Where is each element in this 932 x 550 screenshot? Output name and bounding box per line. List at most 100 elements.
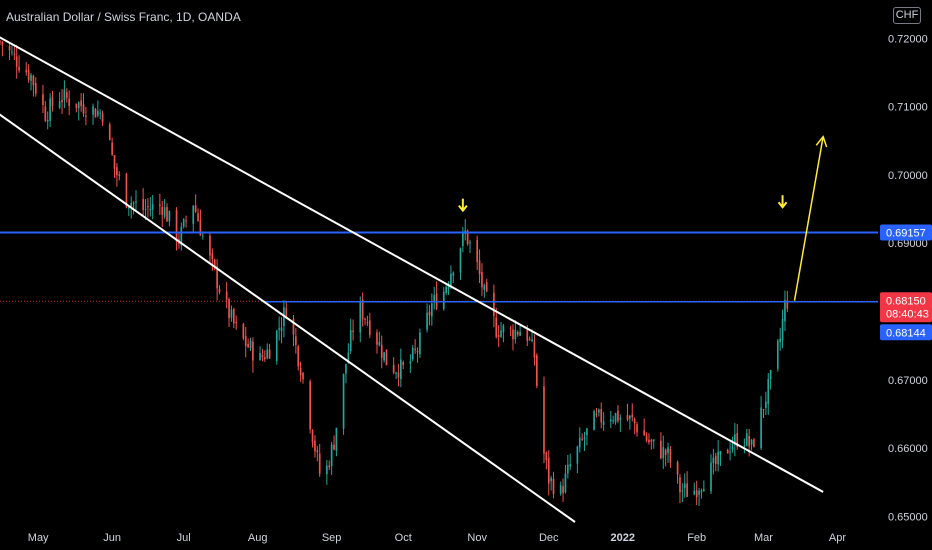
- candle-body: [714, 455, 717, 464]
- candle-body: [99, 112, 102, 114]
- candle-body: [242, 323, 245, 339]
- candle-body: [278, 328, 280, 330]
- candle-body: [185, 220, 187, 222]
- candle-body: [259, 352, 261, 360]
- current-price-badge-text: 0.68150: [886, 295, 926, 307]
- candle-body: [13, 53, 16, 55]
- candle-body: [46, 119, 49, 122]
- candle-body: [545, 452, 548, 461]
- candle-body: [94, 108, 97, 118]
- candle-body: [769, 370, 772, 380]
- candle-body: [581, 438, 583, 440]
- candle-body: [209, 235, 211, 256]
- candle-body: [478, 260, 481, 275]
- chart-title: Australian Dollar / Swiss Franc, 1D, OAN…: [6, 10, 241, 24]
- candle-body: [433, 295, 436, 303]
- candle-body: [569, 463, 572, 467]
- candle-body: [42, 94, 44, 106]
- candle-body: [493, 292, 495, 316]
- candle-body: [149, 209, 152, 211]
- candle-body: [96, 110, 99, 116]
- candle-body: [192, 205, 195, 224]
- candle-body: [698, 490, 700, 495]
- marker-head: [458, 205, 468, 213]
- x-tick-label: Oct: [395, 532, 412, 544]
- candle-body: [49, 98, 51, 121]
- candle-body: [514, 329, 517, 340]
- candle-body: [232, 309, 235, 324]
- candle-body: [159, 204, 161, 207]
- candle-body: [495, 317, 498, 337]
- candle-body: [686, 483, 688, 497]
- candle-body: [280, 327, 283, 332]
- candle-body: [32, 75, 35, 86]
- level-badge-lower-text: 0.68144: [886, 327, 926, 339]
- candle-body: [347, 352, 350, 363]
- candle-body: [399, 359, 402, 379]
- price-axis[interactable]: 0.730000.720000.710000.700000.690000.680…: [888, 0, 928, 524]
- x-tick-label: Dec: [539, 532, 559, 544]
- candles: [0, 39, 789, 506]
- candle-body: [309, 381, 311, 430]
- candle-body: [734, 434, 736, 445]
- time-axis[interactable]: May Jun Jul Aug Sep Oct Nov Dec 2022 Feb Mar Apr: [28, 532, 847, 544]
- candle-body: [526, 329, 529, 342]
- candle-body: [576, 446, 579, 464]
- candle-body: [533, 341, 536, 358]
- candle-body: [483, 284, 486, 290]
- candle-body: [736, 433, 739, 448]
- candle-body: [662, 447, 665, 459]
- x-tick-label: Mar: [754, 532, 773, 544]
- candle-body: [218, 289, 221, 293]
- candle-body: [51, 96, 54, 107]
- candle-body: [292, 318, 295, 335]
- candle-body: [328, 465, 331, 468]
- candle-body: [80, 100, 82, 106]
- candle-body: [650, 439, 653, 442]
- candle-body: [614, 413, 617, 423]
- candle-body: [235, 322, 238, 324]
- candle-body: [11, 51, 13, 53]
- candle-body: [466, 230, 469, 245]
- candle-body: [459, 248, 462, 273]
- candle-body: [299, 367, 302, 376]
- candle-body: [586, 428, 588, 436]
- candle-body: [75, 103, 78, 108]
- candle-body: [268, 349, 271, 359]
- candle-body: [197, 213, 199, 222]
- candle-body: [776, 340, 779, 369]
- candle-body: [161, 206, 164, 215]
- candle-body: [469, 242, 471, 244]
- candle-body: [562, 486, 564, 494]
- candle-body: [194, 205, 197, 212]
- candle-body: [230, 309, 233, 318]
- candle-body: [619, 417, 622, 420]
- candle-body: [462, 231, 464, 246]
- candle-body: [368, 320, 371, 335]
- candle-body: [516, 331, 519, 335]
- candle-body: [333, 444, 335, 450]
- candle-body: [726, 449, 729, 454]
- candle-body: [18, 67, 20, 71]
- candle-body: [719, 451, 722, 455]
- candle-body: [182, 219, 185, 227]
- candle-body: [166, 207, 168, 222]
- candle-body: [316, 450, 319, 453]
- candle-body: [314, 440, 316, 452]
- candle-body: [567, 464, 569, 474]
- candle-body: [679, 477, 681, 493]
- candle-body: [629, 415, 631, 419]
- x-tick-label: Aug: [248, 532, 268, 544]
- candle-body: [199, 220, 202, 236]
- currency-selector[interactable]: CHF: [893, 7, 921, 24]
- current-price-badge-text: 08:40:43: [886, 308, 929, 320]
- y-tick-label: 0.66000: [888, 443, 928, 455]
- candle-body: [216, 266, 218, 289]
- candle-body: [547, 458, 550, 484]
- candle-body: [228, 299, 230, 319]
- candle-body: [113, 155, 116, 169]
- candle-body: [380, 344, 383, 358]
- candle-body: [729, 451, 731, 453]
